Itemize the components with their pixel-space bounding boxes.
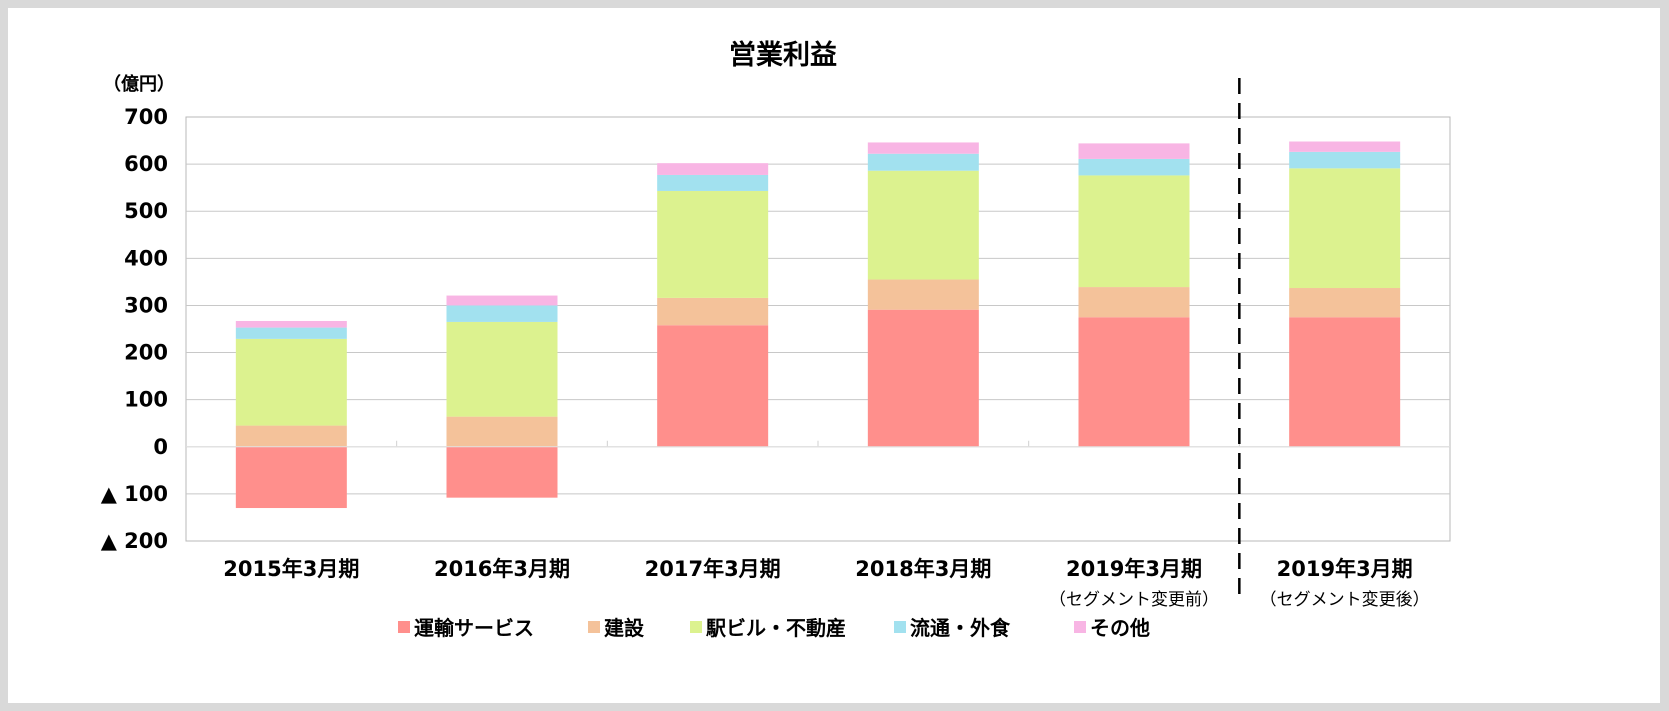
x-tick-label: 2017年3月期 (645, 557, 781, 581)
y-tick-label: 400 (124, 246, 168, 270)
operating-profit-chart: 営業利益 （億円） 700 600 500 400 300 200 100 0 ▲ 100 ▲ 2… (101, 39, 1451, 640)
y-tick-label: 0 (153, 435, 168, 459)
bar-segment (867, 170, 979, 280)
x-tick-label: 2016年3月期 (434, 557, 570, 581)
bar-segment (1289, 151, 1401, 169)
bar-segment (235, 338, 347, 426)
bar-segment (1078, 158, 1190, 176)
bar-segment (657, 190, 769, 298)
bar-segment (1078, 317, 1190, 447)
bar-segment (657, 325, 769, 447)
bar-segment (235, 446, 347, 509)
bar-segment (1289, 168, 1401, 289)
bar-segment (446, 416, 558, 447)
x-tick-label: 2019年3月期 (1277, 557, 1413, 581)
bar-segment (867, 153, 979, 171)
bar-segment (235, 425, 347, 447)
legend-label: 建設 (604, 616, 645, 640)
y-tick-label: ▲ 200 (101, 529, 168, 553)
legend-swatch (690, 621, 702, 633)
bar-segment (446, 321, 558, 417)
y-tick-label: 100 (124, 388, 168, 412)
legend: 運輸サービス 建設 駅ビル・不動産 流通・外食 その他 (398, 616, 1150, 640)
bar-segment (1078, 175, 1190, 288)
legend-swatch (588, 621, 600, 633)
bar-segment (1078, 287, 1190, 318)
bar-segment (446, 305, 558, 322)
bar-segment (1289, 288, 1401, 318)
bar-segment (867, 279, 979, 310)
plot-area (185, 116, 1451, 542)
legend-label: その他 (1090, 616, 1150, 640)
bar-segment (235, 320, 347, 328)
bar-segment (235, 327, 347, 339)
legend-label: 流通・外食 (910, 616, 1011, 640)
bar-segment (657, 297, 769, 326)
legend-swatch (1074, 621, 1086, 633)
y-tick-label: 200 (124, 341, 168, 365)
bar-segment (1289, 141, 1401, 152)
chart-frame: 営業利益 （億円） 700 600 500 400 300 200 100 0 ▲ 100 ▲ 2… (8, 8, 1660, 703)
legend-swatch (398, 621, 410, 633)
y-tick-label: ▲ 100 (101, 482, 168, 506)
y-tick-label: 700 (124, 105, 168, 129)
bar-segment (867, 142, 979, 154)
bar-segment (867, 309, 979, 447)
x-tick-label: 2019年3月期 (1066, 557, 1202, 581)
x-axis-ticks: 2015年3月期 2016年3月期 2017年3月期 2018年3月期 2019年3月期… (223, 557, 1429, 610)
x-tick-note: （セグメント変更後） (1260, 590, 1430, 610)
bar-segment (1289, 317, 1401, 447)
y-tick-label: 500 (124, 199, 168, 223)
chart-title: 営業利益 (729, 39, 837, 71)
bar-segment (446, 295, 558, 306)
y-tick-label: 600 (124, 152, 168, 176)
y-axis-ticks: 700 600 500 400 300 200 100 0 ▲ 100 ▲ 200 (101, 105, 168, 553)
y-unit-label: （億円） (103, 73, 175, 95)
x-tick-label: 2018年3月期 (855, 557, 991, 581)
bar-segment (657, 163, 769, 175)
bar-segment (1078, 143, 1190, 159)
legend-swatch (894, 621, 906, 633)
x-tick-note: （セグメント変更前） (1049, 590, 1219, 610)
x-tick-label: 2015年3月期 (223, 557, 359, 581)
legend-label: 駅ビル・不動産 (705, 616, 846, 640)
bar-segment (446, 446, 558, 498)
bars (235, 141, 1401, 509)
bar-segment (657, 174, 769, 191)
legend-label: 運輸サービス (414, 616, 534, 640)
y-tick-label: 300 (124, 293, 168, 317)
